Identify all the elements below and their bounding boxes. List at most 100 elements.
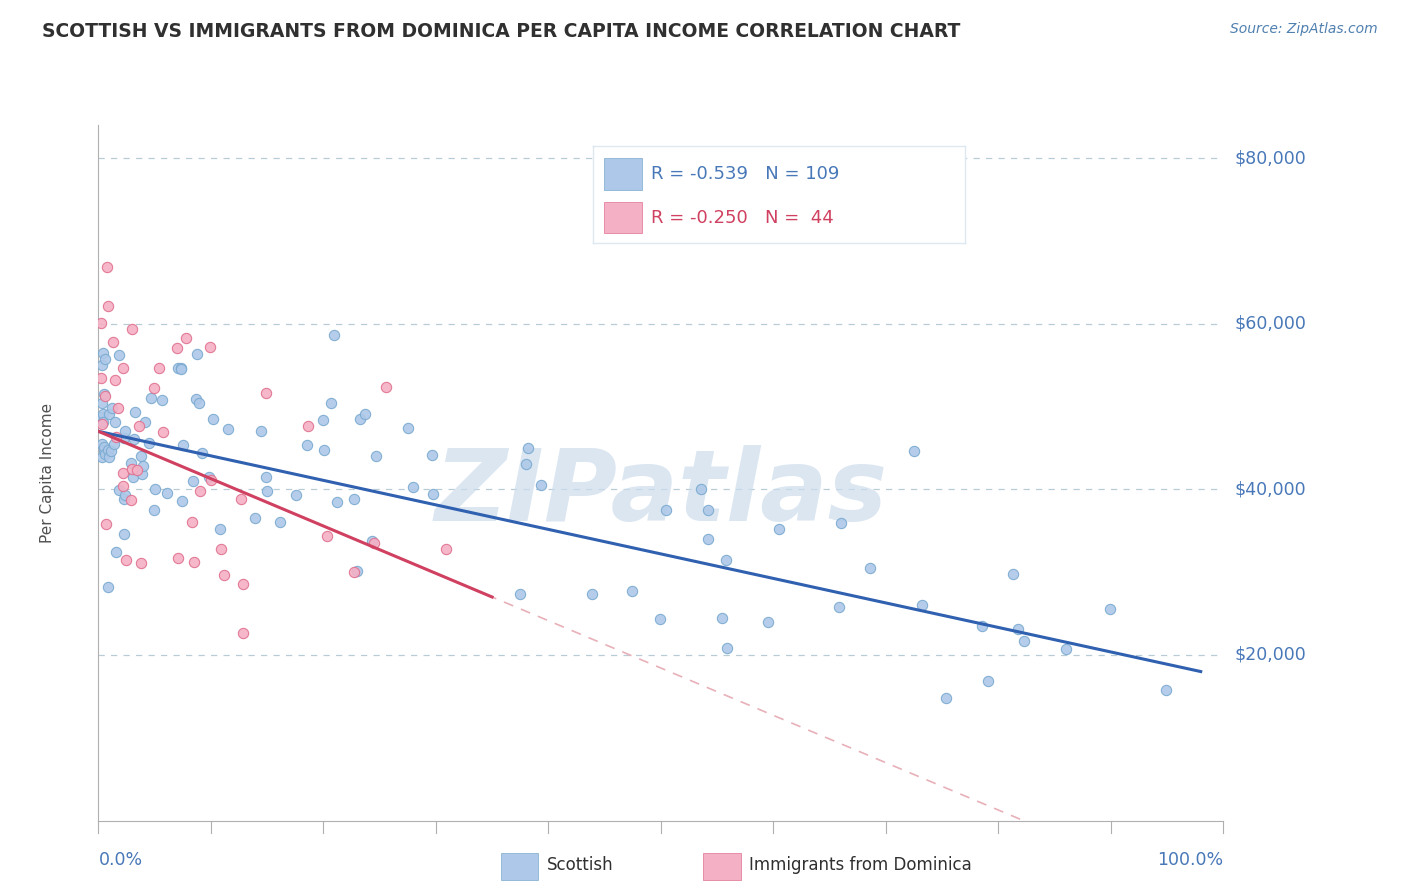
Point bbox=[111, 360, 134, 375]
Point bbox=[1098, 602, 1121, 616]
Point bbox=[297, 419, 319, 434]
Point bbox=[152, 425, 174, 439]
Text: Immigrants from Dominica: Immigrants from Dominica bbox=[749, 856, 972, 874]
Point bbox=[361, 534, 384, 549]
Point bbox=[90, 316, 112, 330]
Point bbox=[756, 615, 779, 629]
Point bbox=[174, 331, 197, 345]
FancyBboxPatch shape bbox=[501, 853, 538, 880]
Point bbox=[342, 491, 364, 506]
FancyBboxPatch shape bbox=[605, 202, 641, 234]
Point bbox=[122, 432, 145, 446]
Point bbox=[94, 389, 117, 403]
Point bbox=[828, 599, 851, 614]
Point bbox=[200, 473, 222, 487]
Point bbox=[93, 441, 115, 455]
Text: Source: ZipAtlas.com: Source: ZipAtlas.com bbox=[1230, 22, 1378, 37]
Point bbox=[143, 482, 166, 496]
Point bbox=[131, 467, 153, 481]
Point bbox=[97, 581, 120, 595]
Point bbox=[172, 438, 194, 452]
Point bbox=[93, 443, 115, 458]
Point bbox=[93, 447, 115, 461]
Point bbox=[100, 401, 122, 415]
Text: $20,000: $20,000 bbox=[1234, 646, 1306, 664]
Point bbox=[250, 424, 273, 438]
Point bbox=[111, 479, 134, 493]
Point bbox=[420, 448, 443, 462]
Point bbox=[183, 555, 205, 569]
Point bbox=[200, 340, 222, 354]
Text: $60,000: $60,000 bbox=[1234, 315, 1306, 333]
Point bbox=[581, 587, 603, 601]
Point bbox=[243, 511, 266, 525]
Point bbox=[343, 565, 366, 579]
FancyBboxPatch shape bbox=[605, 159, 641, 190]
Point bbox=[181, 474, 204, 488]
Text: Per Capita Income: Per Capita Income bbox=[41, 402, 55, 543]
Point bbox=[90, 370, 112, 384]
Point bbox=[363, 536, 385, 550]
Point bbox=[1054, 642, 1077, 657]
Point bbox=[100, 443, 122, 458]
FancyBboxPatch shape bbox=[703, 853, 741, 880]
Point bbox=[121, 492, 143, 507]
Point bbox=[104, 430, 127, 444]
Point bbox=[326, 495, 349, 509]
Text: R = -0.539   N = 109: R = -0.539 N = 109 bbox=[651, 165, 839, 183]
Point bbox=[977, 674, 1000, 689]
Point bbox=[170, 493, 193, 508]
Point bbox=[434, 542, 457, 557]
Point bbox=[346, 564, 368, 578]
Point bbox=[201, 411, 224, 425]
Point bbox=[1012, 634, 1035, 648]
Point bbox=[112, 431, 135, 445]
Point bbox=[970, 619, 993, 633]
Point bbox=[91, 415, 114, 429]
Point bbox=[830, 516, 852, 530]
Point bbox=[353, 407, 375, 421]
Point bbox=[132, 458, 155, 473]
Point bbox=[323, 328, 346, 343]
Point bbox=[212, 568, 235, 582]
Point bbox=[107, 483, 129, 498]
Point bbox=[90, 450, 112, 464]
Point bbox=[1001, 566, 1024, 581]
Text: 0.0%: 0.0% bbox=[98, 851, 142, 869]
Point bbox=[696, 502, 718, 516]
Point bbox=[90, 437, 112, 451]
Point bbox=[112, 492, 135, 507]
Point bbox=[1156, 683, 1178, 698]
Point bbox=[186, 392, 208, 406]
Point bbox=[104, 545, 127, 559]
Point bbox=[515, 457, 537, 471]
Point bbox=[188, 395, 211, 409]
Point bbox=[111, 466, 134, 480]
Point bbox=[138, 435, 160, 450]
Point bbox=[256, 470, 278, 484]
Text: 100.0%: 100.0% bbox=[1157, 851, 1223, 869]
Point bbox=[148, 360, 170, 375]
Point bbox=[710, 610, 733, 624]
Point bbox=[114, 488, 136, 502]
Point bbox=[198, 469, 221, 483]
Point bbox=[122, 470, 145, 484]
Point bbox=[349, 412, 371, 426]
Point bbox=[935, 690, 957, 705]
Point bbox=[103, 437, 125, 451]
Point bbox=[319, 396, 342, 410]
Point bbox=[121, 321, 143, 335]
Point bbox=[231, 491, 253, 506]
Point bbox=[285, 488, 308, 502]
Point bbox=[180, 515, 202, 529]
Point bbox=[517, 442, 540, 456]
Point bbox=[167, 551, 190, 566]
Point bbox=[295, 437, 318, 451]
Point bbox=[269, 516, 291, 530]
Point bbox=[1007, 623, 1029, 637]
Point bbox=[134, 415, 156, 429]
Point bbox=[97, 299, 120, 313]
Point bbox=[716, 553, 738, 567]
Point bbox=[103, 334, 125, 349]
Point bbox=[509, 587, 531, 601]
